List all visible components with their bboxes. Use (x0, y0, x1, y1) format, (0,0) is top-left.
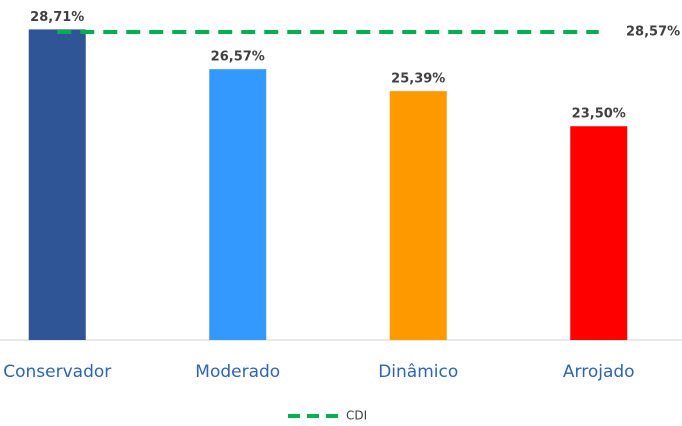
reference-label: 28,57% (626, 24, 680, 39)
bar (389, 91, 447, 340)
x-tick-label: Dinâmico (378, 362, 458, 382)
data-label: 28,71% (30, 10, 84, 25)
bar (209, 69, 267, 341)
x-tick-label: Moderado (195, 362, 280, 382)
legend-label: CDI (346, 409, 367, 423)
bar (28, 29, 86, 340)
data-label: 23,50% (572, 107, 626, 122)
data-label: 25,39% (391, 72, 445, 87)
x-tick-label: Arrojado (563, 362, 635, 382)
data-label: 26,57% (211, 50, 265, 65)
x-tick-label: Conservador (3, 362, 111, 382)
bar (570, 126, 628, 340)
